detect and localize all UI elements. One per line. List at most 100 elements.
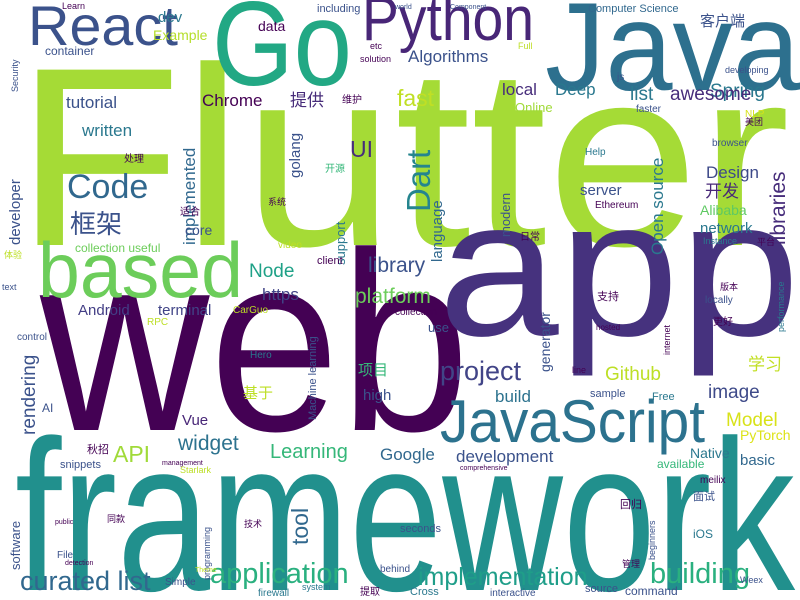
word: developer	[7, 179, 24, 245]
word: widget	[177, 432, 239, 455]
word: performance	[776, 281, 786, 332]
word: Chrome	[202, 91, 262, 110]
word: public	[55, 519, 74, 526]
word: client	[317, 255, 343, 267]
word: Computer Science	[588, 3, 679, 15]
word: 适合	[180, 205, 200, 218]
word: tutorial	[66, 93, 117, 112]
word: Model	[726, 410, 778, 431]
word: fast	[397, 85, 435, 111]
word: JavaScript	[440, 388, 705, 455]
word: Code	[67, 168, 148, 206]
word: Design	[706, 163, 759, 182]
word: Online	[515, 100, 553, 115]
word: Google	[380, 445, 435, 464]
word: Machine learning	[307, 336, 319, 420]
word: app	[438, 159, 800, 377]
word: Python	[362, 0, 534, 54]
word: 系统	[268, 196, 286, 207]
word: snippets	[60, 459, 101, 471]
word: system	[302, 582, 331, 592]
word: PyTorch	[740, 427, 791, 443]
word: Vue	[182, 412, 208, 429]
word: Security	[10, 59, 20, 92]
word: Hero	[250, 350, 272, 361]
word: 技术	[244, 518, 262, 529]
word: Dart	[400, 150, 437, 212]
word: developing	[725, 65, 769, 75]
word: 框架	[70, 209, 122, 239]
word: 提取	[360, 586, 380, 598]
word: Android	[78, 302, 130, 319]
word: terminal	[158, 302, 211, 319]
word: Learning	[270, 441, 348, 463]
word: network	[700, 220, 753, 237]
word: 客户端	[700, 13, 745, 30]
word: 更好	[713, 316, 733, 328]
word: 支持	[597, 289, 619, 303]
word: Node	[249, 261, 294, 282]
word: 处理	[124, 153, 144, 165]
word: 日常	[520, 230, 540, 243]
word: programming	[202, 527, 212, 580]
word: Java	[545, 0, 800, 117]
word: 秋招	[87, 442, 109, 456]
word: support	[333, 221, 348, 265]
word: behind	[380, 564, 410, 575]
word: File	[57, 550, 74, 561]
word: golang	[287, 133, 304, 178]
word: API	[113, 441, 150, 467]
word: world	[394, 4, 412, 11]
word: AI	[42, 401, 53, 415]
word: video	[278, 240, 302, 251]
word: control	[17, 332, 47, 343]
word: framework	[15, 395, 795, 600]
word: source	[585, 583, 618, 595]
word: RPC	[147, 317, 168, 328]
word: tool	[287, 508, 313, 545]
word: CarGuo	[233, 305, 268, 316]
word: solution	[360, 54, 391, 64]
word: Spring	[710, 81, 765, 102]
word: 项目	[358, 362, 388, 379]
word: https	[262, 285, 299, 304]
word: Full	[518, 41, 533, 51]
word: comprehensive	[460, 465, 508, 472]
word: Ethereum	[595, 200, 638, 211]
word: 基于	[243, 385, 273, 402]
word: development	[456, 447, 554, 466]
word: high	[363, 387, 391, 404]
word: language	[429, 200, 446, 262]
word: Instance	[703, 236, 737, 246]
word: Go	[212, 0, 352, 111]
word: browser	[712, 138, 748, 149]
word: Flutter	[15, 15, 790, 300]
word: dev	[158, 9, 183, 26]
word: seconds	[400, 523, 441, 535]
word: 回归	[620, 497, 642, 511]
word: js	[616, 72, 624, 83]
word: container	[45, 44, 94, 58]
word: 开发	[705, 182, 739, 201]
word: building	[650, 558, 750, 590]
word: 管理	[622, 558, 640, 569]
word: 美团	[745, 116, 763, 127]
word: implementation	[418, 563, 588, 591]
word: iOS	[693, 527, 713, 541]
word: meilix	[700, 475, 726, 486]
word: Starlark	[180, 465, 212, 475]
word: 开源	[325, 162, 345, 175]
word: generator	[537, 312, 553, 372]
word: internet	[662, 324, 672, 355]
word: application	[210, 558, 349, 590]
word: Theme	[195, 567, 217, 574]
word: 面试	[693, 490, 715, 503]
word: Cross	[410, 586, 439, 598]
word: list	[630, 84, 654, 105]
word: Deep	[555, 80, 596, 99]
word: 体验	[4, 249, 22, 260]
word: sample	[590, 388, 625, 400]
word: faster	[636, 104, 662, 115]
